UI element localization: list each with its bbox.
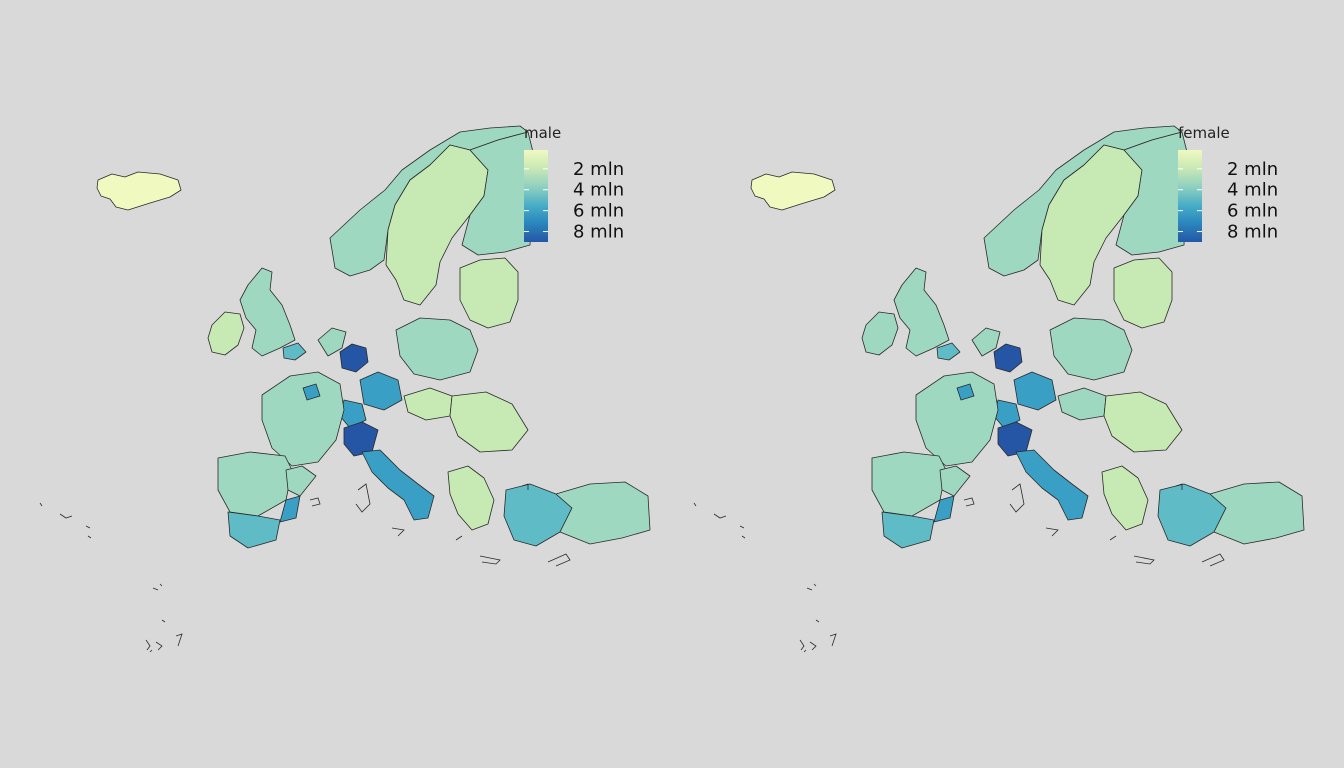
legend-label: 2 mln	[1227, 159, 1278, 180]
island-outline	[813, 583, 817, 587]
region-bayern	[1013, 371, 1057, 411]
region-valencia	[279, 495, 301, 523]
legend-colorbar	[1178, 150, 1202, 242]
region-nordrhein-westfalen	[339, 343, 369, 373]
region-turkey-east	[1209, 481, 1305, 545]
legend-label: 6 mln	[573, 201, 624, 222]
region-great-britain	[893, 267, 950, 357]
region-bayern	[359, 371, 403, 411]
legend-title: female	[1178, 124, 1230, 142]
island-outline	[809, 641, 817, 651]
island-outline	[693, 502, 697, 507]
island-outline	[1009, 483, 1025, 513]
island-outline	[799, 639, 805, 651]
region-ireland	[207, 311, 245, 356]
legend-title: male	[524, 124, 561, 142]
island-outline	[1109, 535, 1117, 541]
region-andalucia	[227, 511, 281, 549]
region-ile-de-france	[302, 383, 321, 401]
region-france	[915, 371, 999, 467]
island-outline	[1175, 483, 1183, 490]
region-poland	[395, 317, 479, 381]
region-ireland	[861, 311, 899, 356]
region-netherlands	[317, 327, 347, 357]
legend-label: 8 mln	[573, 222, 624, 243]
island-outline	[85, 525, 91, 529]
island-outline	[741, 535, 746, 539]
legend-label: 4 mln	[573, 180, 624, 201]
region-romania	[449, 391, 529, 453]
island-outline	[1045, 527, 1059, 537]
region-ile-de-france	[956, 383, 975, 401]
island-outline	[59, 513, 73, 519]
island-outline	[803, 649, 807, 653]
island-outline	[829, 633, 837, 647]
island-outline	[145, 639, 151, 651]
island-outline	[87, 535, 92, 539]
region-baltics	[1113, 257, 1173, 329]
island-outline	[963, 497, 975, 507]
region-turkey-east	[555, 481, 651, 545]
island-outline	[159, 583, 163, 587]
island-outline	[155, 641, 163, 651]
island-outline	[1133, 555, 1155, 565]
region-hungary	[403, 387, 453, 421]
island-outline	[39, 502, 43, 507]
legend-label: 8 mln	[1227, 222, 1278, 243]
region-london	[282, 342, 307, 361]
region-iceland	[750, 171, 836, 211]
legend-label: 4 mln	[1227, 180, 1278, 201]
island-outline	[806, 587, 813, 591]
island-outline	[149, 649, 153, 653]
island-outline	[815, 619, 820, 623]
island-outline	[1201, 553, 1225, 567]
region-london	[936, 342, 961, 361]
region-france	[261, 371, 345, 467]
island-outline	[152, 587, 159, 591]
region-baltics	[459, 257, 519, 329]
island-outline	[309, 497, 321, 507]
island-outline	[521, 483, 529, 490]
island-outline	[547, 553, 571, 567]
region-finland	[461, 131, 536, 256]
region-italy-south	[1015, 449, 1089, 521]
region-nordrhein-westfalen	[993, 343, 1023, 373]
region-great-britain	[239, 267, 296, 357]
region-hungary	[1057, 387, 1107, 421]
island-outline	[479, 555, 501, 565]
region-netherlands	[971, 327, 1001, 357]
region-andalucia	[881, 511, 935, 549]
legend-label: 2 mln	[573, 159, 624, 180]
island-outline	[355, 483, 371, 513]
region-romania	[1103, 391, 1183, 453]
legend-colorbar	[524, 150, 548, 242]
island-outline	[161, 619, 166, 623]
region-greece	[1101, 465, 1149, 531]
island-outline	[175, 633, 183, 647]
region-spain-centre	[871, 451, 947, 517]
legend-label: 6 mln	[1227, 201, 1278, 222]
region-spain-centre	[217, 451, 293, 517]
region-finland	[1115, 131, 1190, 256]
island-outline	[391, 527, 405, 537]
region-iceland	[96, 171, 182, 211]
island-outline	[739, 525, 745, 529]
region-cataluna	[939, 465, 971, 497]
region-greece	[447, 465, 495, 531]
region-valencia	[933, 495, 955, 523]
island-outline	[713, 513, 727, 519]
region-poland	[1049, 317, 1133, 381]
island-outline	[455, 535, 463, 541]
region-italy-south	[361, 449, 435, 521]
region-cataluna	[285, 465, 317, 497]
